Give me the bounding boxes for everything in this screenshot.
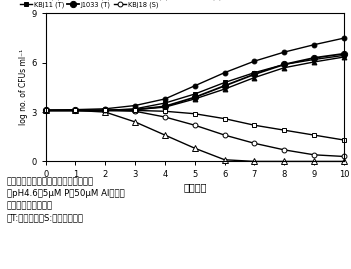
KBj11 (T) xyxy=(73,109,78,112)
KBj11 (T) xyxy=(223,81,227,84)
J1018 (T) xyxy=(342,55,346,59)
J1018 (T) xyxy=(252,76,257,79)
KBj11 (T) xyxy=(342,54,346,57)
KBj18 (S) xyxy=(252,142,257,145)
IRj2118F (S) xyxy=(223,158,227,161)
IRj2114 (S) xyxy=(312,133,316,137)
KBj18 (S) xyxy=(133,110,137,113)
J1018 (T) xyxy=(312,60,316,63)
IRj2114 (S) xyxy=(133,109,137,112)
KBj18 (S) xyxy=(312,153,316,157)
KBj1 (T) xyxy=(342,37,346,40)
KBj11 (T) xyxy=(163,101,167,105)
KBj11 (T) xyxy=(282,63,286,66)
KBj11 (T) xyxy=(103,109,107,112)
KBj1 (T) xyxy=(193,84,197,87)
J1033 (T) xyxy=(223,84,227,87)
IRj2118F (S) xyxy=(133,120,137,123)
KBj11 (T) xyxy=(133,107,137,110)
KBj18 (S) xyxy=(342,155,346,158)
KBj11 (T) xyxy=(252,71,257,74)
J1018 (T) xyxy=(103,109,107,112)
Line: IRj2118F (S): IRj2118F (S) xyxy=(43,108,347,164)
J1033 (T) xyxy=(252,73,257,76)
J1018 (T) xyxy=(73,109,78,112)
KBj1 (T) xyxy=(133,104,137,107)
Line: KBj11 (T): KBj11 (T) xyxy=(43,53,346,113)
KBj18 (S) xyxy=(193,124,197,127)
J1018 (T) xyxy=(223,87,227,91)
KBj18 (S) xyxy=(163,115,167,119)
J1033 (T) xyxy=(342,52,346,55)
X-axis label: 培養日数: 培養日数 xyxy=(183,182,206,192)
IRj2114 (S) xyxy=(342,139,346,142)
Line: KBj1 (T): KBj1 (T) xyxy=(43,36,346,113)
IRj2118F (S) xyxy=(252,160,257,163)
J1033 (T) xyxy=(133,108,137,111)
IRj2114 (S) xyxy=(44,109,48,112)
IRj2118F (S) xyxy=(103,111,107,114)
KBj1 (T) xyxy=(312,43,316,46)
Y-axis label: log no. of CFUs ml⁻¹: log no. of CFUs ml⁻¹ xyxy=(19,49,28,125)
J1033 (T) xyxy=(44,109,48,112)
Legend: KBj1 (T), KBj11 (T), J1018 (T), J1033 (T), IRj2118F (S), KBj18 (S), IRj2114 (S): KBj1 (T), KBj11 (T), J1018 (T), J1033 (T… xyxy=(19,0,222,9)
IRj2114 (S) xyxy=(252,124,257,127)
J1018 (T) xyxy=(133,108,137,111)
KBj11 (T) xyxy=(312,58,316,61)
Line: J1033 (T): J1033 (T) xyxy=(42,51,347,114)
IRj2118F (S) xyxy=(193,147,197,150)
KBj18 (S) xyxy=(282,148,286,151)
IRj2118F (S) xyxy=(163,133,167,137)
KBj1 (T) xyxy=(282,51,286,54)
Line: KBj18 (S): KBj18 (S) xyxy=(43,108,346,159)
KBj1 (T) xyxy=(103,107,107,110)
KBj18 (S) xyxy=(44,109,48,112)
Line: J1018 (T): J1018 (T) xyxy=(43,55,346,113)
J1033 (T) xyxy=(163,105,167,108)
IRj2114 (S) xyxy=(193,112,197,115)
IRj2114 (S) xyxy=(282,129,286,132)
J1033 (T) xyxy=(282,63,286,66)
KBj1 (T) xyxy=(163,97,167,101)
KBj18 (S) xyxy=(223,133,227,137)
KBj18 (S) xyxy=(73,109,78,112)
KBj11 (T) xyxy=(193,92,197,95)
IRj2114 (S) xyxy=(223,117,227,120)
KBj1 (T) xyxy=(73,108,78,111)
IRj2114 (S) xyxy=(163,110,167,113)
IRj2118F (S) xyxy=(44,109,48,112)
IRj2118F (S) xyxy=(312,160,316,163)
Text: 図１　アルミニウムストレス液体培地
（pH4.6，5μM P，50μM Al）での
ダイズ根粒菌の増殖
（T:耕性菌株、S:感受性菌株）: 図１ アルミニウムストレス液体培地 （pH4.6，5μM P，50μM Al）で… xyxy=(7,178,125,222)
J1018 (T) xyxy=(44,109,48,112)
IRj2118F (S) xyxy=(73,109,78,112)
KBj1 (T) xyxy=(44,109,48,112)
J1033 (T) xyxy=(193,96,197,99)
J1018 (T) xyxy=(282,66,286,69)
J1033 (T) xyxy=(103,109,107,112)
IRj2118F (S) xyxy=(282,160,286,163)
KBj1 (T) xyxy=(252,59,257,63)
J1018 (T) xyxy=(193,97,197,101)
KBj1 (T) xyxy=(223,71,227,74)
IRj2118F (S) xyxy=(342,160,346,163)
J1018 (T) xyxy=(163,105,167,109)
IRj2114 (S) xyxy=(103,109,107,112)
KBj18 (S) xyxy=(103,109,107,112)
KBj11 (T) xyxy=(44,109,48,112)
Line: IRj2114 (S): IRj2114 (S) xyxy=(43,108,346,143)
J1033 (T) xyxy=(312,56,316,59)
J1033 (T) xyxy=(73,109,78,112)
IRj2114 (S) xyxy=(73,109,78,112)
